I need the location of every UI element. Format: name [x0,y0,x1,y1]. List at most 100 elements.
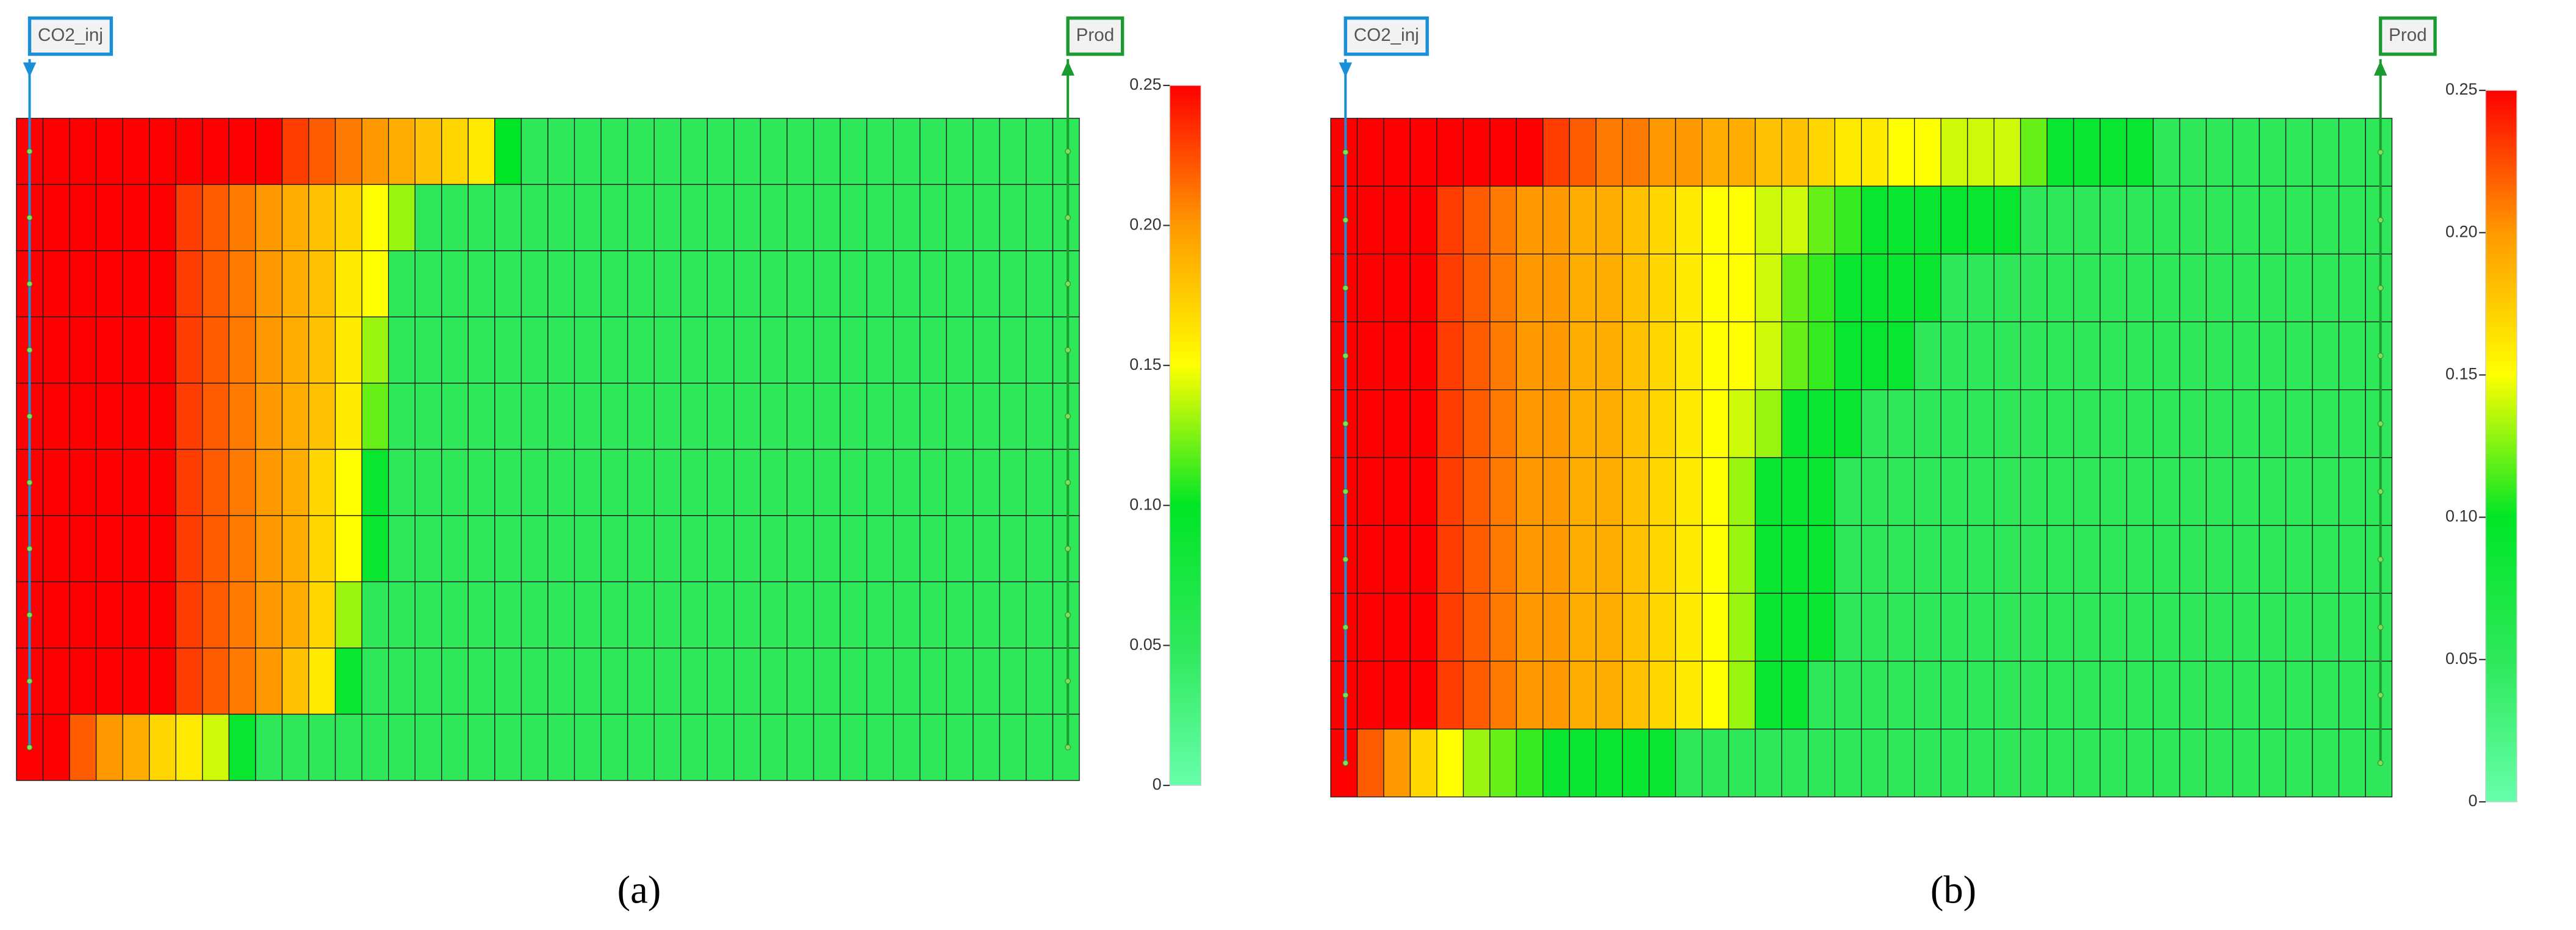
grid-cell [1993,389,2021,458]
grid-cell [680,647,708,715]
well-perforation [1065,413,1071,420]
grid-cell [2046,593,2074,662]
grid-cell [1728,118,1756,187]
grid-cell [1702,186,1729,254]
well-perforation [26,281,33,287]
grid-cell [840,184,868,251]
grid-cell [69,449,97,516]
well-perforation [2377,353,2384,359]
grid-cell [281,118,309,186]
grid-cell [547,647,575,715]
grid-cell [281,250,309,318]
grid-cell [1755,186,1782,254]
grid-cell [1489,729,1517,798]
grid-cell [1861,593,1888,662]
grid-cell [228,581,256,649]
grid-cell [973,515,1001,583]
grid-cell [680,581,708,649]
grid-cell [1462,186,1491,254]
grid-cell [42,184,70,251]
grid-cell [2259,389,2287,458]
grid-cell [2126,457,2154,526]
grid-cell [255,250,283,318]
grid-cell [2338,525,2366,594]
grid-cell [1462,118,1491,187]
grid-cell [653,713,682,781]
grid-cell [547,383,575,450]
grid-cell [1516,118,1544,187]
grid-cell [2232,660,2260,730]
grid-cell [574,647,602,715]
grid-cell [441,713,469,781]
grid-cell [122,449,150,516]
grid-cell [388,316,416,384]
grid-cell [1516,253,1544,323]
grid-cell [1808,253,1835,323]
grid-cell [1622,186,1650,254]
grid-cell [1887,525,1915,594]
grid-cell [1966,525,1995,594]
grid-cell [175,581,203,649]
grid-cell [467,449,495,516]
grid-cell [149,449,176,516]
grid-cell [1649,525,1676,594]
well-label-box [2378,16,2437,56]
grid-cell [600,581,628,649]
grid-cell [122,713,150,781]
grid-cell [1052,316,1080,384]
grid-cell [1675,253,1703,323]
grid-cell [1755,389,1782,458]
grid-cell [600,449,628,516]
grid-cell [388,581,416,649]
grid-cell [2073,593,2101,662]
grid-cell [813,515,841,583]
grid-cell [1781,593,1809,662]
grid-cell [547,118,575,186]
grid-cell [1993,321,2021,391]
grid-cell [1728,389,1756,458]
grid-cell [2312,321,2340,391]
grid-cell [1966,593,1995,662]
grid-cell [1622,525,1650,594]
well-perforation [1342,285,1349,291]
grid-cell [600,118,628,186]
grid-cell [1026,383,1054,450]
grid-cell [520,449,549,516]
grid-cell [1887,389,1915,458]
grid-cell [1914,729,1941,798]
grid-cell [1383,457,1411,526]
grid-cell [1436,253,1464,323]
grid-cell [707,713,735,781]
well-perforation [2377,692,2384,698]
grid-cell [42,383,70,450]
grid-cell [680,250,708,318]
grid-cell [1649,457,1676,526]
grid-cell [1516,660,1544,730]
grid-cell [42,449,70,516]
panel-caption: (b) [1930,868,1976,912]
grid-cell [2285,389,2313,458]
grid-cell [1940,186,1968,254]
well-perforation [26,347,33,353]
grid-cell [202,647,230,715]
grid-cell [1887,457,1915,526]
grid-cell [893,713,921,781]
grid-cell [361,581,389,649]
grid-cell [1702,389,1729,458]
grid-cell [441,515,469,583]
grid-cell [1622,321,1650,391]
grid-cell [1436,729,1464,798]
grid-cell [1861,660,1888,730]
grid-cell [1622,118,1650,187]
grid-cell [1728,186,1756,254]
grid-cell [1436,525,1464,594]
well-perforation [2377,760,2384,766]
grid-cell [42,118,70,186]
grid-cell [2020,186,2048,254]
grid-cell [361,647,389,715]
grid-cell [999,713,1027,781]
grid-cell [2312,457,2340,526]
grid-cell [1702,253,1729,323]
well-perforation [1065,546,1071,552]
grid-cell [1781,457,1809,526]
